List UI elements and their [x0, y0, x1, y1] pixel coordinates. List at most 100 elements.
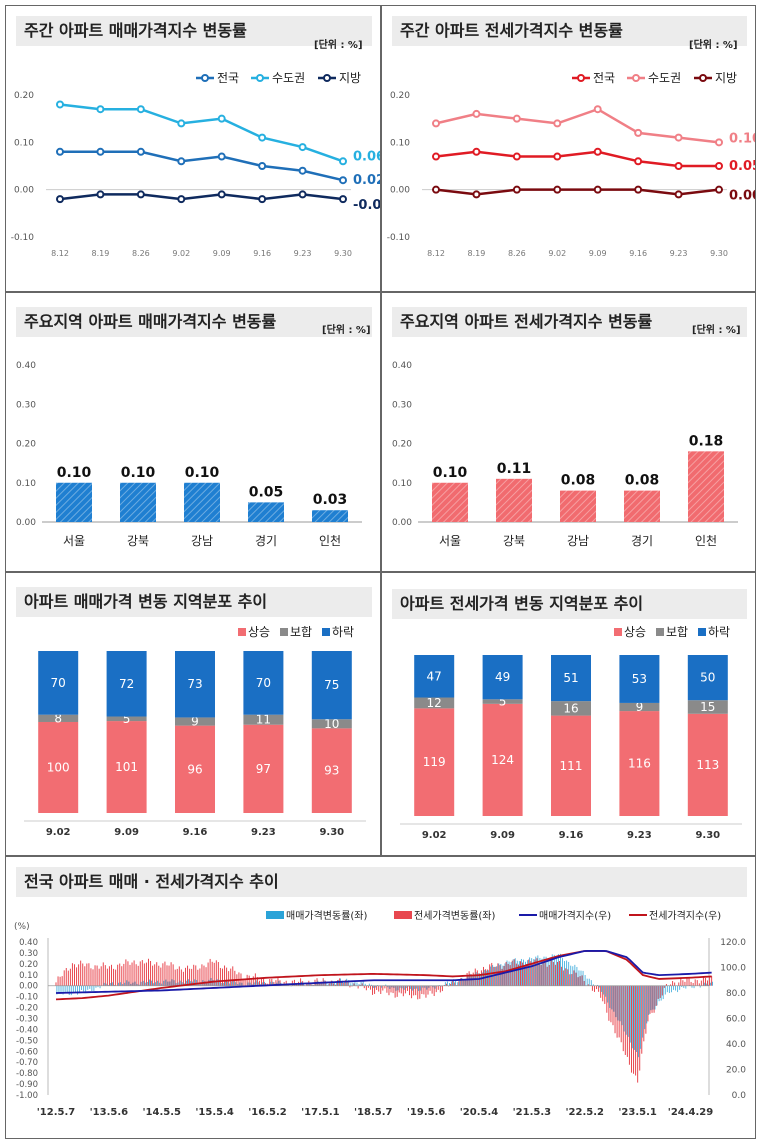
stack-segment-보합 [551, 701, 591, 716]
bar-서울 [56, 482, 92, 522]
region-jeonse-chart: 0.40 0.30 0.20 0.10 0.00 0.10 서울 0.11 강북 0.08 강남 0.… [392, 361, 738, 548]
x-category-label: 9.23 [251, 827, 276, 838]
data-point [96, 105, 105, 114]
data-point [634, 128, 643, 137]
x-category-label: 9.30 [695, 830, 720, 841]
segment-value-label: 9 [191, 715, 199, 729]
series-line-전국 [435, 150, 719, 168]
data-point [258, 162, 267, 170]
y-tick-label: 0.30 [392, 400, 412, 410]
x-category-label: 강남 [567, 534, 589, 548]
stack-segment-상승 [414, 708, 455, 816]
bar-value-label: 0.10 [57, 465, 92, 481]
data-point [56, 195, 64, 204]
panel-title: 전국 아파트 매매 · 전세가격지수 추이 [16, 867, 747, 897]
x-tick-label: '13.5.6 [90, 1107, 129, 1118]
left-tick-label: -0.20 [16, 1004, 38, 1014]
data-point [553, 152, 562, 161]
data-point [56, 100, 64, 109]
right-tick-label: 120.0 [720, 938, 746, 948]
x-category-label: 서울 [63, 534, 85, 548]
x-category-label: 9.30 [319, 827, 344, 838]
data-point [553, 185, 562, 194]
x-tick-label: '19.5.6 [407, 1107, 446, 1118]
end-value-label: -0.02 [353, 198, 381, 213]
stack-segment-상승 [311, 728, 352, 813]
bar-인천 [312, 510, 348, 522]
segment-value-label: 119 [423, 755, 446, 769]
stack-segment-하락 [619, 655, 660, 703]
bar-value-label: 0.08 [625, 473, 660, 489]
right-tick-label: 60.0 [726, 1015, 746, 1025]
x-tick-label: '23.5.1 [618, 1107, 657, 1118]
x-tick-label: 8.19 [92, 249, 110, 258]
left-tick-label: -0.90 [16, 1080, 38, 1090]
panel-long-trend: 전국 아파트 매매 · 전세가격지수 추이 매매가격변동률(좌) 전세가격변동률(… [5, 856, 756, 1139]
data-point [258, 195, 267, 204]
segment-value-label: 101 [115, 760, 138, 774]
left-tick-label: 0.20 [19, 960, 38, 970]
left-tick-label: -0.80 [16, 1069, 38, 1079]
x-tick-label: 9.02 [548, 249, 566, 258]
stack-segment-하락 [687, 655, 728, 701]
legend-swatch [394, 911, 412, 919]
legend-marker [201, 74, 209, 82]
data-point [96, 147, 105, 156]
series-line-전국 [60, 150, 344, 182]
data-point [674, 162, 683, 170]
legend-label: 하락 [708, 625, 730, 639]
x-tick-label: 9.09 [589, 249, 607, 258]
segment-value-label: 97 [256, 762, 271, 776]
data-point [136, 147, 145, 156]
x-category-label: 9.09 [114, 827, 139, 838]
x-tick-label: 9.30 [710, 249, 728, 258]
legend-label: 지방 [339, 71, 361, 85]
x-tick-label: 8.26 [508, 249, 526, 258]
y-tick-label: 0.40 [392, 361, 412, 371]
data-point [432, 185, 440, 194]
x-category-label: 9.16 [183, 827, 208, 838]
segment-value-label: 70 [51, 676, 66, 690]
data-point [472, 109, 481, 118]
data-point [512, 152, 521, 161]
stack-segment-보합 [619, 702, 660, 712]
data-point [177, 195, 186, 204]
stack-segment-상승 [243, 724, 284, 813]
left-tick-label: -0.70 [16, 1058, 38, 1068]
left-tick-label: -0.50 [16, 1036, 38, 1046]
x-tick-label: 8.12 [427, 249, 445, 258]
legend-label: 전국 [593, 71, 615, 85]
data-point [432, 119, 440, 128]
legend-label: 수도권 [648, 71, 681, 85]
left-tick-label: 0.00 [19, 982, 38, 992]
data-point [298, 166, 307, 175]
x-category-label: 9.16 [559, 830, 584, 841]
data-point [177, 119, 186, 128]
bar-인천 [688, 451, 724, 522]
x-tick-label: '17.5.1 [301, 1107, 340, 1118]
segment-value-label: 73 [187, 677, 202, 691]
data-point [715, 185, 723, 194]
legend-label: 수도권 [272, 71, 305, 85]
bar-강남 [560, 490, 596, 522]
legend-swatch [322, 628, 330, 636]
x-category-label: 강남 [191, 534, 213, 548]
legend-swatch [266, 911, 284, 919]
bar-value-label: 0.10 [121, 465, 156, 481]
segment-value-label: 116 [628, 757, 651, 771]
data-point [512, 114, 521, 123]
x-category-label: 경기 [255, 534, 277, 548]
stack-segment-상승 [482, 703, 523, 816]
legend-swatch [238, 628, 246, 636]
left-tick-label: 0.40 [19, 938, 38, 948]
legend-label: 전세가격변동률(좌) [414, 909, 496, 922]
legend-label: 매매가격지수(우) [539, 909, 611, 922]
series-line-지방 [59, 193, 344, 201]
segment-value-label: 10 [324, 717, 339, 731]
long-trend-chart: 매매가격변동률(좌) 전세가격변동률(좌) 매매가격지수(우) 전세가격지수(우) (%… [14, 909, 746, 1118]
sale-index-line [55, 950, 712, 994]
segment-value-label: 53 [632, 672, 647, 686]
bar-value-label: 0.08 [561, 473, 596, 489]
segment-value-label: 100 [47, 760, 70, 774]
unit-label: [단위 : %] [689, 40, 738, 51]
